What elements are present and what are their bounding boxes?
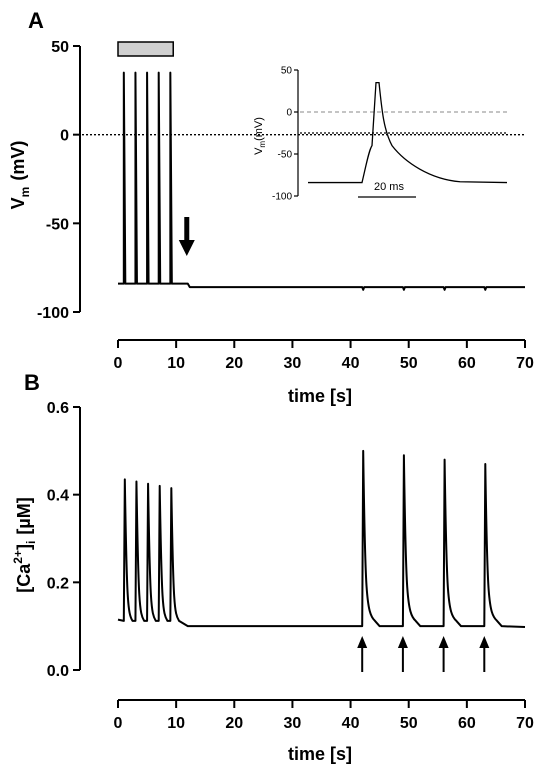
inset-y-tick-label: 0: [286, 108, 292, 119]
panel-a-x-tick-label: 40: [342, 355, 360, 372]
panel-b-x-tick-label: 0: [114, 715, 123, 732]
panel-b-ylabel-mid: ]: [14, 544, 34, 550]
inset-ylabel-sub: m: [258, 141, 267, 148]
panel-a-x-tick-label: 60: [458, 355, 476, 372]
panel-b-ylabel-pre: [Ca: [14, 563, 34, 593]
panel-b-x-axis: 0 10 20 30 40 50 60 70: [114, 699, 534, 732]
panel-a-ylabel-main: V: [8, 197, 28, 209]
up-arrow-icon: [397, 636, 408, 672]
panel-b-y-tick-label: 0.2: [47, 575, 69, 592]
panel-a-x-tick-label: 10: [167, 355, 185, 372]
inset-y-axis: 50 0 -50 -100: [272, 66, 299, 203]
inset-y-axis-title: Vm(mV): [253, 117, 267, 155]
inset-y-tick-label: -100: [272, 192, 292, 203]
panel-a-letter: A: [28, 8, 44, 33]
up-arrow-icon: [479, 636, 490, 672]
inset-action-potential-trace: [308, 81, 508, 184]
panel-b-y-axis-title: [Ca2+]i [µM]: [11, 497, 38, 592]
inset-ylabel-main: V: [253, 147, 265, 155]
arrow-head: [397, 636, 408, 648]
panel-b-x-tick-label: 50: [400, 715, 418, 732]
panel-b-arrows: [357, 636, 490, 672]
panel-b-ylabel-unit: [µM]: [14, 497, 34, 534]
panel-a-x-axis: 0 10 20 30 40 50 60 70: [114, 339, 534, 372]
panel-a-y-tick-label: -100: [37, 305, 69, 322]
panel-b: B 0.6 0.4 0.2 0.0 0 10 20 30 40 50 60 70 [Ca2+]i [µ…: [11, 370, 534, 764]
panel-b-x-axis-title: time [s]: [288, 744, 352, 764]
panel-a-x-tick-label: 30: [284, 355, 302, 372]
panel-b-x-tick-label: 70: [516, 715, 534, 732]
panel-b-x-tick-label: 40: [342, 715, 360, 732]
panel-a-y-tick-label: 0: [60, 128, 69, 145]
panel-a-inset: 50 0 -50 -100 20 ms Vm(mV): [253, 66, 508, 203]
panel-b-ylabel-sub: i: [24, 541, 38, 544]
panel-a-ylabel-unit: (mV): [8, 141, 28, 181]
panel-a-y-axis-title: Vm (mV): [8, 141, 32, 210]
panel-a-x-axis-title: time [s]: [288, 386, 352, 406]
panel-a-x-tick-label: 70: [516, 355, 534, 372]
arrow-head: [178, 240, 195, 256]
panel-b-letter: B: [24, 370, 40, 395]
panel-b-y-tick-label: 0.0: [47, 663, 69, 680]
arrow-head: [479, 636, 490, 648]
panel-a-stimulus-bar: [117, 41, 174, 57]
panel-a-y-tick-label: -50: [46, 216, 69, 233]
inset-y-tick-label: 50: [281, 66, 293, 77]
panel-b-x-tick-label: 10: [167, 715, 185, 732]
arrow-head: [438, 636, 449, 648]
panel-b-ylabel-sup: 2+: [11, 550, 25, 564]
panel-a-x-tick-label: 0: [114, 355, 123, 372]
inset-scalebar-label: 20 ms: [374, 181, 404, 193]
panel-a-x-tick-label: 20: [225, 355, 243, 372]
panel-a-voltage-trace: [118, 71, 525, 291]
up-arrow-icon: [438, 636, 449, 672]
panel-b-x-tick-label: 60: [458, 715, 476, 732]
inset-y-tick-label: -50: [278, 150, 293, 161]
panel-a-x-tick-label: 50: [400, 355, 418, 372]
panel-a-down-arrow-icon: [178, 217, 195, 256]
arrow-head: [357, 636, 368, 648]
panel-b-y-axis: 0.6 0.4 0.2 0.0: [47, 400, 81, 680]
panel-a-y-tick-label: 50: [51, 39, 69, 56]
panel-a-y-axis: 50 0 -50 -100: [37, 39, 81, 322]
panel-b-calcium-trace: [117, 449, 526, 629]
panel-b-y-tick-label: 0.4: [47, 488, 69, 505]
panel-a-ylabel-sub: m: [18, 187, 32, 198]
inset-ylabel-unit: (mV): [253, 117, 265, 141]
panel-a: A 500-50-100 0 10 20 30 40 50 60 70 Vm(mV) time…: [8, 8, 534, 406]
panel-b-y-tick-label: 0.6: [47, 400, 69, 417]
panel-b-x-tick-label: 20: [225, 715, 243, 732]
panel-b-x-tick-label: 30: [284, 715, 302, 732]
up-arrow-icon: [357, 636, 368, 672]
